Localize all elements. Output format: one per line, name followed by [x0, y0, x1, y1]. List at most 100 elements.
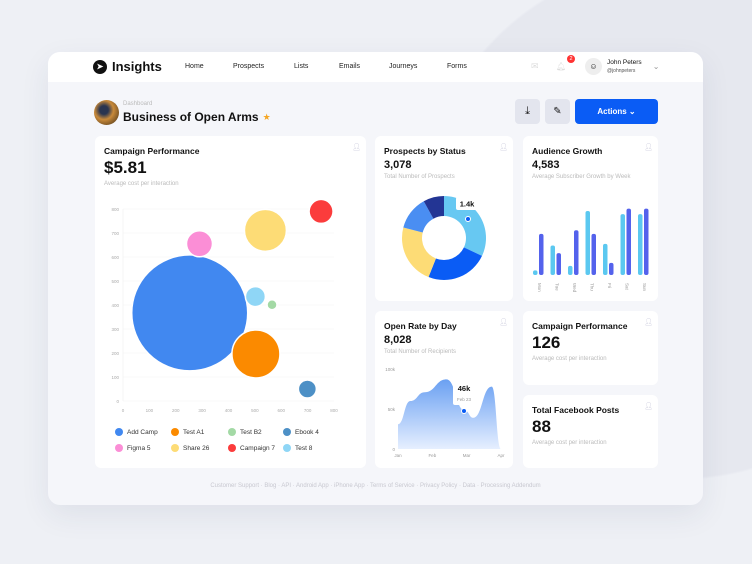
card-subtitle: Average cost per interaction	[532, 440, 607, 446]
edit-button[interactable]: ✎	[545, 99, 570, 124]
x-tick-label: Feb	[428, 453, 436, 458]
bar	[644, 208, 649, 275]
legend-item[interactable]: Test B2	[228, 428, 262, 436]
bar	[550, 245, 555, 275]
legend-item[interactable]: Figma 5	[115, 444, 150, 452]
chevron-down-icon: ⌄	[652, 62, 660, 71]
legend-item[interactable]: Campaign 7	[228, 444, 275, 452]
x-tick-label: Tue	[555, 283, 560, 291]
y-tick-label: 800	[111, 207, 119, 212]
person-icon[interactable]: 👤︎	[644, 144, 653, 151]
x-tick-label: Sun	[642, 283, 647, 292]
x-tick-label: 500	[251, 408, 259, 413]
nav-emails[interactable]: Emails	[339, 63, 361, 70]
donut-slice	[402, 227, 436, 278]
legend-label: Test B2	[240, 428, 262, 436]
legend-label: Share 26	[183, 444, 210, 452]
nav-prospects[interactable]: Prospects	[233, 63, 265, 70]
bubble-add-camp	[130, 254, 249, 372]
legend-item[interactable]: Add Camp	[115, 428, 158, 436]
card-title: Prospects by Status	[384, 146, 466, 156]
download-button[interactable]: ⤓	[515, 99, 540, 124]
y-tick-label: 700	[111, 231, 119, 236]
bubble-campaign-7	[308, 198, 334, 225]
nav-forms[interactable]: Forms	[447, 63, 467, 70]
legend-swatch	[283, 444, 291, 452]
bar	[609, 262, 614, 275]
y-tick-label: 500	[111, 279, 119, 284]
legend-label: Figma 5	[127, 444, 151, 452]
breadcrumb[interactable]: Dashboard	[123, 101, 153, 107]
x-tick-label: 700	[304, 408, 312, 413]
actions-button[interactable]: Actions ⌄	[575, 99, 658, 124]
card-value: 4,583	[532, 159, 560, 171]
y-tick-label: 0	[392, 447, 395, 452]
legend-item[interactable]: Test 8	[283, 444, 312, 452]
legend-swatch	[283, 428, 291, 436]
x-tick-label: 200	[172, 408, 180, 413]
x-tick-label: Sat	[625, 283, 630, 291]
app-window: ➤ Insights Home Prospects Lists Emails Jo…	[48, 52, 703, 505]
person-icon[interactable]: 👤︎	[644, 403, 653, 410]
footer-links[interactable]: Customer Support · Blog · API · Android …	[210, 483, 541, 489]
star-icon[interactable]: ★	[262, 112, 271, 122]
bubble-test-8	[244, 285, 267, 308]
card-value: 8,028	[384, 334, 412, 346]
bubble-share-26	[243, 208, 288, 253]
legend-label: Add Camp	[127, 428, 158, 436]
business-avatar	[94, 100, 119, 125]
prospects-card: Prospects by Status 3,078 Total Number o…	[375, 136, 513, 301]
bar-chart: Mon Tue Wed Thu Fri Sat Sun	[533, 208, 649, 293]
facebook-posts-card: Total Facebook Posts 88 Average cost per…	[523, 395, 658, 468]
top-nav: ➤ Insights Home Prospects Lists Emails Jo…	[48, 52, 703, 82]
x-tick-label: 0	[122, 408, 125, 413]
x-tick-label: Fri	[607, 283, 612, 288]
legend-label: Test 8	[295, 444, 313, 452]
area-series	[398, 379, 501, 449]
person-icon[interactable]: 👤︎	[352, 144, 361, 151]
page-title: Business of Open Arms	[123, 110, 259, 124]
user-handle: @johnpeters	[607, 67, 636, 74]
user-menu[interactable]: ☺ John Peters @johnpeters ⌄	[585, 58, 659, 75]
bar	[533, 270, 538, 275]
nav-lists[interactable]: Lists	[294, 63, 309, 70]
donut-slice	[444, 196, 486, 256]
area-chart: 0 50k 100k Jan Feb Mar Apr 46k Feb 23	[385, 367, 505, 458]
y-tick-label: 600	[111, 255, 119, 260]
nav-journeys[interactable]: Journeys	[389, 63, 418, 70]
card-title: Campaign Performance	[104, 146, 200, 156]
legend-item[interactable]: Test A1	[171, 428, 204, 436]
x-tick-label: Thu	[590, 283, 595, 291]
mail-icon[interactable]: ✉	[531, 61, 539, 71]
person-icon[interactable]: 👤︎	[644, 319, 653, 326]
campaign-performance-card: Campaign Performance $5.81 Average cost …	[95, 136, 366, 468]
card-value: $5.81	[104, 158, 147, 177]
x-tick-label: Apr	[497, 453, 505, 458]
legend-item[interactable]: Share 26	[171, 444, 209, 452]
legend-swatch	[171, 428, 179, 436]
tooltip-box	[453, 382, 475, 405]
download-icon: ⤓	[525, 105, 530, 117]
legend-item[interactable]: Ebook 4	[283, 428, 319, 436]
person-icon[interactable]: 👤︎	[499, 319, 508, 326]
card-value: 3,078	[384, 159, 412, 171]
campaign-performance-small-card: Campaign Performance 126 Average cost pe…	[523, 311, 658, 385]
y-tick-label: 300	[111, 327, 119, 332]
card-value: 88	[532, 417, 551, 436]
logo[interactable]: ➤ Insights	[93, 59, 162, 74]
x-tick-label: 300	[198, 408, 206, 413]
nav-home[interactable]: Home	[185, 63, 204, 70]
y-tick-label: 50k	[388, 407, 396, 412]
person-icon[interactable]: 👤︎	[499, 144, 508, 151]
legend-swatch	[228, 444, 236, 452]
x-tick-label: Wed	[572, 283, 577, 293]
card-value: 126	[532, 333, 561, 352]
donut-chart: 1.4k	[402, 196, 486, 280]
x-tick-label: Mon	[537, 283, 542, 292]
bubble-test-b2	[266, 299, 278, 311]
legend-swatch	[228, 428, 236, 436]
open-rate-card: Open Rate by Day 8,028 Total Number of R…	[375, 311, 513, 468]
paper-plane-icon: ➤	[93, 59, 107, 74]
bell-icon[interactable]: 🔔︎	[556, 62, 567, 71]
card-subtitle: Average cost per interaction	[532, 356, 607, 362]
